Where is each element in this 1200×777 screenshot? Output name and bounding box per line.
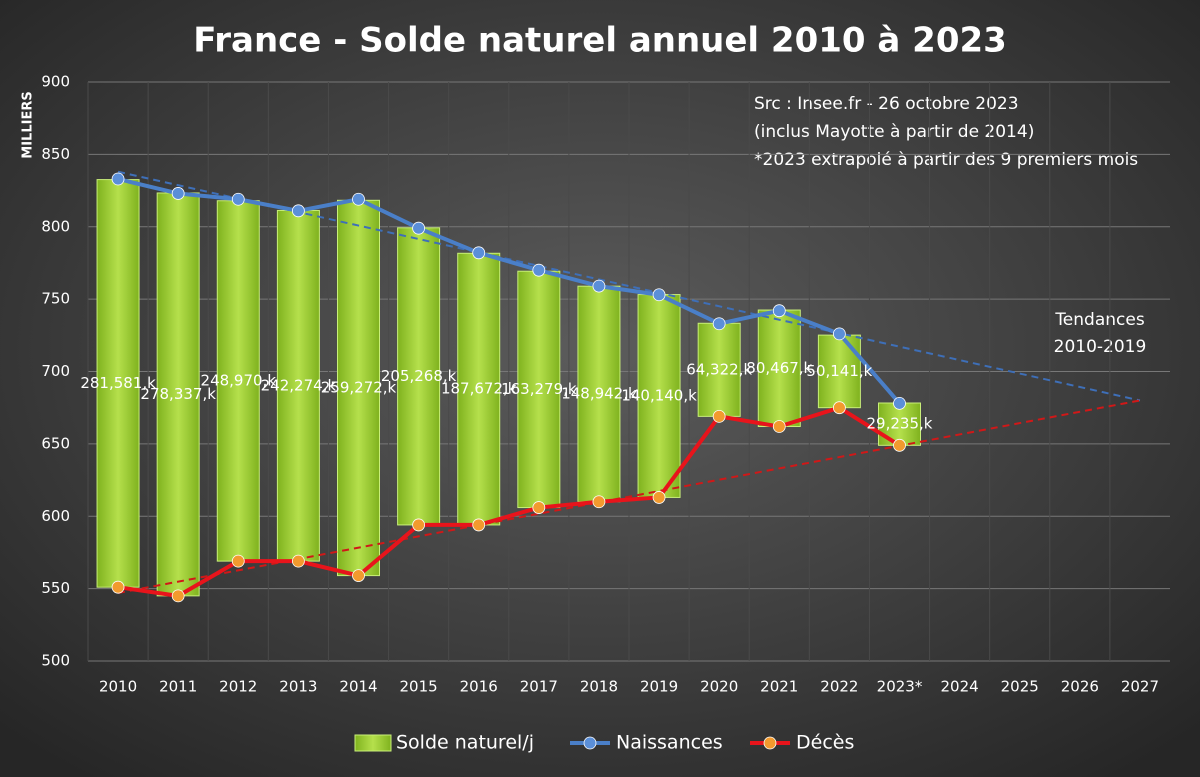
bar	[757, 309, 801, 428]
bar	[697, 322, 741, 417]
point	[592, 495, 606, 509]
x-tick-label: 2022	[820, 678, 858, 696]
x-tick-label: 2020	[700, 678, 738, 696]
bar	[156, 192, 200, 597]
x-tick-label: 2021	[760, 678, 798, 696]
point	[712, 317, 726, 331]
legend-swatch	[354, 734, 392, 752]
data-label: 187,672,k	[441, 380, 517, 398]
data-label: 259,272,k	[321, 378, 397, 396]
point	[412, 221, 426, 235]
annotation: Src : Insee.fr - 26 octobre 2023	[754, 94, 1019, 114]
point	[352, 569, 365, 582]
point	[472, 246, 486, 260]
legend-label: Décès	[796, 732, 854, 754]
point	[231, 192, 245, 206]
point	[532, 263, 546, 277]
point	[652, 288, 666, 302]
legend-marker	[583, 736, 597, 750]
annotation: *2023 extrapolé à partir des 9 premiers …	[754, 150, 1138, 170]
point	[772, 420, 786, 433]
data-label: 140,140,k	[621, 387, 697, 405]
point	[171, 187, 185, 200]
point	[291, 554, 305, 568]
line	[117, 177, 902, 405]
trend-label: 2010-2019	[1054, 337, 1147, 357]
data-label: 278,337,k	[140, 385, 216, 403]
x-tick-label: 2011	[159, 678, 197, 696]
point	[231, 554, 245, 568]
data-label: 248,970,k	[201, 371, 277, 389]
data-label: 80,467,k	[746, 359, 812, 377]
y-tick-label: 550	[41, 579, 70, 597]
x-tick-label: 2023*	[877, 678, 923, 696]
point	[412, 518, 426, 532]
line	[117, 405, 901, 598]
point	[652, 491, 666, 504]
data-label: 205,268,k	[381, 367, 457, 385]
point	[712, 409, 726, 423]
point	[772, 304, 786, 318]
x-tick-label: 2015	[400, 678, 438, 696]
y-tick-label: 650	[41, 434, 70, 452]
data-label: 242,274,k	[261, 376, 337, 394]
legend-marker	[763, 736, 777, 750]
data-label: 64,322,k	[686, 360, 752, 378]
y-axis-label: MILLIERS	[21, 91, 36, 158]
x-tick-label: 2010	[99, 678, 137, 696]
y-tick-label: 750	[41, 290, 70, 308]
bar	[216, 200, 260, 562]
y-tick-label: 600	[41, 507, 70, 525]
chart-title: France - Solde naturel annuel 2010 à 202…	[193, 21, 1007, 61]
x-tick-label: 2025	[1001, 678, 1039, 696]
y-tick-label: 800	[41, 217, 70, 235]
point	[893, 396, 906, 410]
y-tick-label: 500	[41, 652, 70, 670]
point	[532, 501, 546, 514]
annotation: (inclus Mayotte à partir de 2014)	[754, 122, 1034, 142]
bar	[637, 294, 681, 498]
x-tick-label: 2018	[580, 678, 618, 696]
x-tick-label: 2014	[339, 678, 377, 696]
data-label: 281,581,k	[80, 374, 156, 392]
point	[832, 401, 846, 415]
y-tick-label: 900	[41, 73, 70, 91]
bar	[397, 227, 441, 526]
x-tick-label: 2019	[640, 678, 678, 696]
x-tick-label: 2013	[279, 678, 317, 696]
legend-label: Solde naturel/j	[396, 732, 534, 754]
x-tick-label: 2027	[1121, 678, 1159, 696]
data-label: 29,235,k	[867, 415, 933, 433]
point	[291, 204, 305, 218]
point	[111, 172, 125, 186]
x-tick-label: 2016	[460, 678, 498, 696]
data-label: 148,942,k	[561, 384, 637, 402]
point	[171, 589, 185, 603]
data-label: 50,141,k	[806, 362, 872, 380]
point	[893, 438, 906, 452]
y-tick-label: 700	[41, 362, 70, 380]
x-tick-label: 2024	[941, 678, 979, 696]
bar	[577, 285, 621, 503]
point	[832, 327, 846, 341]
x-tick-label: 2012	[219, 678, 257, 696]
point	[472, 518, 486, 532]
y-tick-label: 850	[41, 145, 70, 163]
bar	[96, 179, 140, 588]
x-tick-label: 2026	[1061, 678, 1099, 696]
point	[592, 279, 606, 293]
trend-label: Tendances	[1054, 310, 1145, 330]
point	[111, 580, 125, 594]
x-tick-label: 2017	[520, 678, 558, 696]
legend-label: Naissances	[616, 732, 723, 754]
point	[352, 192, 365, 206]
bar	[337, 199, 380, 577]
data-label: 163,279,k	[501, 380, 577, 398]
